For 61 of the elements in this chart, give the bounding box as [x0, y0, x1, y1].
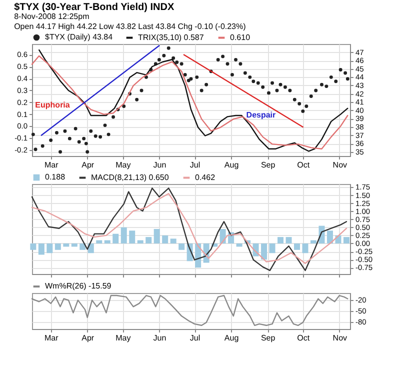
bar	[120, 227, 127, 244]
bar	[129, 230, 136, 244]
x-tick-label: Nov	[332, 160, 348, 170]
bar	[286, 237, 292, 244]
bar	[261, 243, 268, 260]
bar	[162, 235, 168, 244]
bar	[269, 243, 276, 254]
legend-label: Wm%R(26) -15.59	[45, 282, 112, 290]
x-tick-label: Mar	[44, 334, 59, 342]
line-series	[31, 193, 348, 264]
bar	[30, 243, 36, 250]
bar	[278, 237, 284, 244]
bar	[54, 243, 61, 250]
legend-label: 0.188	[45, 172, 66, 182]
bar	[146, 237, 152, 244]
x-tick-label: Nov	[332, 334, 348, 342]
bar	[63, 243, 70, 247]
x-tick-label: Jul	[190, 160, 200, 170]
line-series	[31, 188, 348, 272]
bar	[46, 243, 53, 254]
bar	[137, 240, 144, 244]
x-tick-label: Apr	[82, 160, 94, 170]
bar	[71, 243, 78, 247]
bar	[343, 237, 350, 244]
x-tick-label: May	[116, 160, 131, 170]
x-tick-label: Oct	[297, 160, 310, 170]
x-tick-label: Sep	[260, 160, 276, 170]
bar	[236, 243, 242, 247]
bar	[310, 240, 316, 244]
bar	[104, 240, 110, 244]
bar	[178, 243, 185, 250]
x-tick-label: Jun	[153, 334, 166, 342]
bar	[96, 240, 102, 244]
legend-label: $TYX (Daily) 43.84	[45, 32, 114, 42]
legend-label: 0.610	[230, 32, 251, 42]
legend-label: 0.462	[195, 172, 216, 182]
bar	[302, 243, 308, 254]
x-tick-label: Sep	[260, 334, 276, 342]
annotation: Despair	[246, 110, 276, 120]
x-tick-label: Aug	[224, 334, 239, 342]
x-tick-label: Apr	[82, 334, 94, 342]
text: Open 44.17 High 44.22 Low 43.82 Last 43.84 Chg -0.10 (-0.23%)	[14, 22, 246, 31]
x-tick-label: Oct	[297, 334, 310, 342]
chart-title: $TYX (30-Year T-Bond Yield) INDX	[14, 2, 174, 13]
x-tick-label: Aug	[224, 160, 239, 170]
x-tick-label: Jul	[190, 334, 200, 342]
bar	[38, 243, 44, 255]
x-tick-label: Mar	[44, 160, 59, 170]
legend-label: MACD(8,21,13) 0.650	[91, 172, 170, 182]
bar	[170, 238, 176, 244]
legend-label: TRIX(35,10) 0.587	[138, 32, 204, 42]
bar	[294, 243, 300, 250]
x-tick-label: May	[116, 334, 131, 342]
chart-subtitle: 8-Nov-2008 12:25pm	[14, 12, 90, 21]
bar	[154, 229, 160, 244]
bar	[80, 243, 86, 250]
bar	[326, 230, 333, 244]
annotation: Euphoria	[35, 100, 70, 110]
bar	[112, 234, 119, 244]
line-series	[31, 294, 348, 326]
x-tick-label: Jun	[153, 160, 166, 170]
